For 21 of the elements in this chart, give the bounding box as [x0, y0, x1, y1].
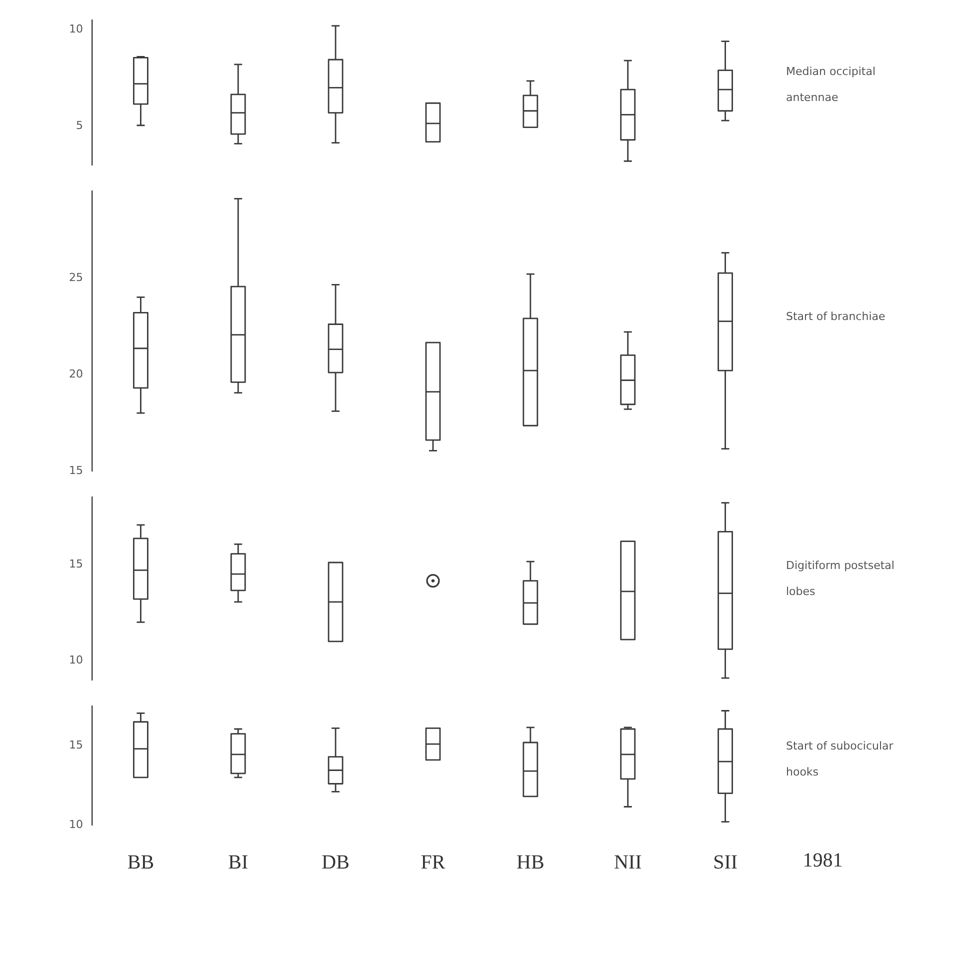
- y-tick-label: 10: [69, 22, 83, 36]
- y-tick-label: 25: [69, 270, 83, 284]
- text: Start of branchiae: [786, 310, 886, 323]
- x-tick-label: HB: [516, 851, 544, 874]
- x-tick-label: SII: [713, 851, 738, 874]
- y-tick-label: 15: [69, 464, 83, 477]
- x-tick-label: BI: [228, 851, 248, 874]
- x-tick-label: DB: [322, 851, 350, 874]
- x-tick-label: BB: [127, 851, 154, 874]
- y-tick-label: 10: [69, 818, 83, 831]
- text: Start of subocicular hooks: [786, 739, 894, 778]
- y-tick-label: 10: [69, 654, 83, 667]
- text: 1981: [802, 849, 843, 872]
- text: Digitiform postsetal lobes: [786, 559, 894, 598]
- text: Median occipital antennae: [786, 65, 876, 104]
- y-tick-label: 15: [69, 557, 83, 570]
- x-tick-label: FR: [420, 851, 446, 874]
- y-tick-label: 20: [69, 367, 83, 380]
- y-tick-label: 5: [76, 119, 83, 132]
- x-tick-label: NII: [614, 851, 642, 874]
- y-tick-label: 15: [69, 738, 83, 752]
